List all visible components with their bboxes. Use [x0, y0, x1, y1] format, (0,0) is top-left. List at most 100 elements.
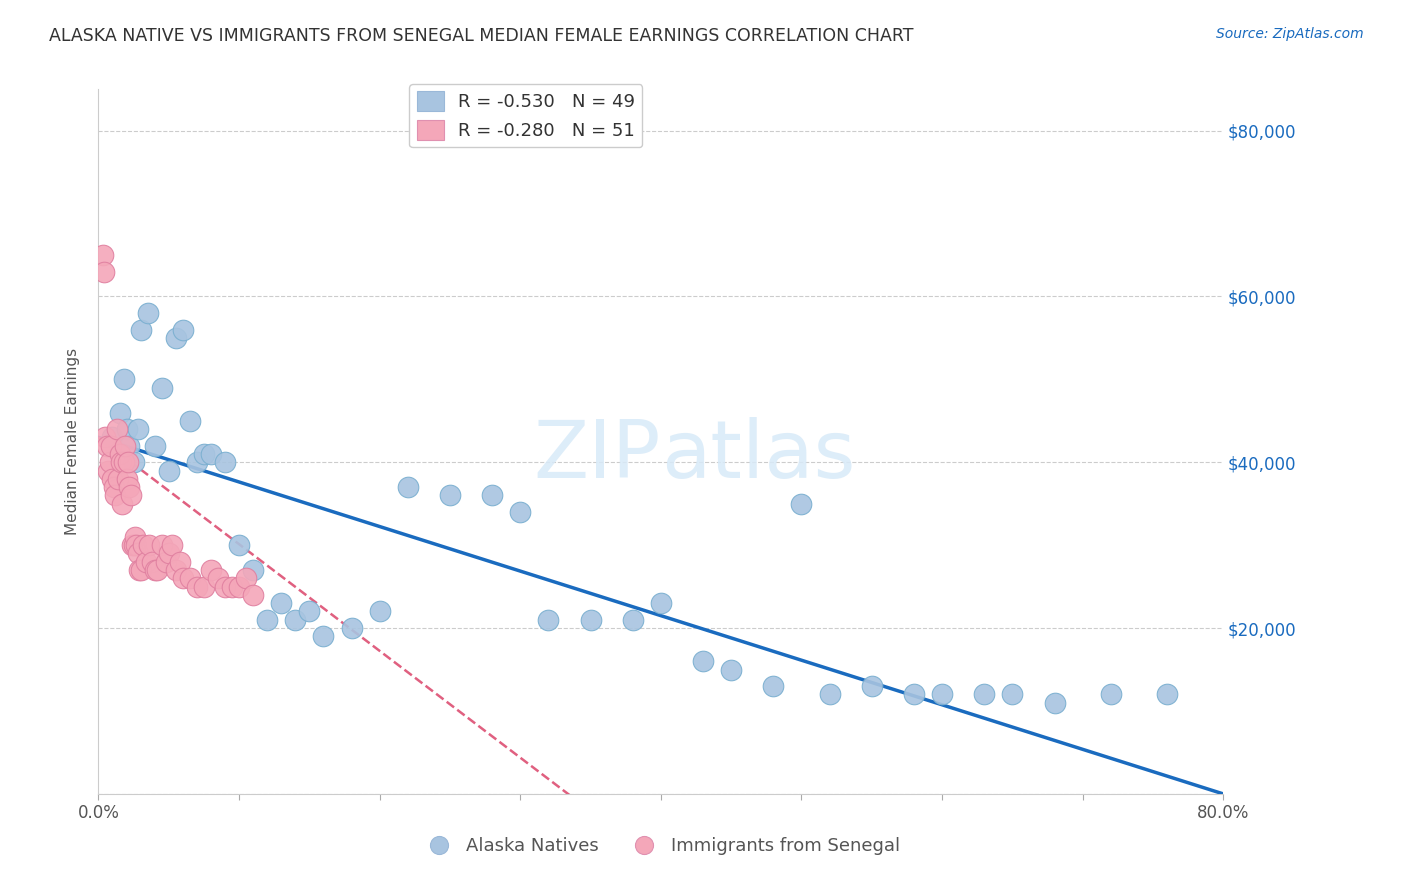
Point [118, 480, 141, 494]
Point [860, 679, 883, 693]
Point [270, 596, 292, 610]
Point [129, 323, 152, 337]
Point [112, 372, 135, 386]
Point [818, 687, 841, 701]
Point [111, 497, 134, 511]
Point [340, 621, 363, 635]
Point [242, 588, 264, 602]
Point [110, 455, 132, 469]
Point [621, 613, 644, 627]
Point [108, 405, 131, 419]
Point [108, 447, 131, 461]
Point [150, 538, 173, 552]
Point [117, 455, 139, 469]
Point [124, 530, 146, 544]
Point [94, 430, 117, 444]
Point [481, 488, 503, 502]
Point [132, 538, 155, 552]
Point [136, 306, 159, 320]
Y-axis label: Median Female Earnings: Median Female Earnings [65, 348, 80, 535]
Point [256, 613, 278, 627]
Point [200, 563, 222, 577]
Point [1099, 687, 1122, 701]
Point [692, 654, 714, 668]
Point [179, 414, 201, 428]
Point [537, 613, 560, 627]
Point [186, 455, 208, 469]
Point [135, 555, 157, 569]
Point [720, 663, 742, 677]
Point [396, 480, 419, 494]
Point [235, 571, 257, 585]
Text: ZIP: ZIP [533, 417, 661, 495]
Point [141, 555, 163, 569]
Point [146, 563, 169, 577]
Point [150, 381, 173, 395]
Point [193, 447, 215, 461]
Point [903, 687, 925, 701]
Point [221, 580, 243, 594]
Point [762, 679, 785, 693]
Point [509, 505, 531, 519]
Point [242, 563, 264, 577]
Point [129, 563, 152, 577]
Point [1001, 687, 1024, 701]
Text: ALASKA NATIVE VS IMMIGRANTS FROM SENEGAL MEDIAN FEMALE EARNINGS CORRELATION CHAR: ALASKA NATIVE VS IMMIGRANTS FROM SENEGAL… [49, 27, 914, 45]
Point [214, 580, 236, 594]
Point [214, 455, 236, 469]
Point [103, 480, 125, 494]
Point [114, 439, 136, 453]
Point [368, 605, 391, 619]
Point [121, 538, 143, 552]
Point [228, 580, 250, 594]
Point [155, 555, 177, 569]
Point [107, 472, 129, 486]
Point [186, 580, 208, 594]
Point [312, 629, 335, 643]
Text: Source: ZipAtlas.com: Source: ZipAtlas.com [1216, 27, 1364, 41]
Point [172, 323, 194, 337]
Point [157, 464, 180, 478]
Point [122, 538, 145, 552]
Point [165, 563, 187, 577]
Point [790, 497, 813, 511]
Point [172, 571, 194, 585]
Point [96, 439, 118, 453]
Point [1156, 687, 1178, 701]
Point [169, 555, 191, 569]
Point [97, 464, 120, 478]
Point [101, 472, 124, 486]
Point [207, 571, 229, 585]
Point [115, 422, 138, 436]
Point [112, 455, 135, 469]
Point [127, 546, 149, 560]
Point [439, 488, 461, 502]
Point [122, 455, 145, 469]
Point [1043, 696, 1066, 710]
Point [104, 488, 127, 502]
Point [101, 430, 124, 444]
Point [120, 488, 142, 502]
Point [118, 439, 141, 453]
Point [298, 605, 321, 619]
Text: atlas: atlas [661, 417, 855, 495]
Point [91, 248, 114, 262]
Point [193, 580, 215, 594]
Point [179, 571, 201, 585]
Point [579, 613, 602, 627]
Legend: Alaska Natives, Immigrants from Senegal: Alaska Natives, Immigrants from Senegal [413, 830, 908, 863]
Point [165, 331, 187, 345]
Point [931, 687, 953, 701]
Point [200, 447, 222, 461]
Point [650, 596, 672, 610]
Point [284, 613, 307, 627]
Point [228, 538, 250, 552]
Point [138, 538, 160, 552]
Point [128, 563, 150, 577]
Point [143, 439, 166, 453]
Point [105, 422, 128, 436]
Point [160, 538, 183, 552]
Point [93, 264, 115, 278]
Point [115, 472, 138, 486]
Point [973, 687, 995, 701]
